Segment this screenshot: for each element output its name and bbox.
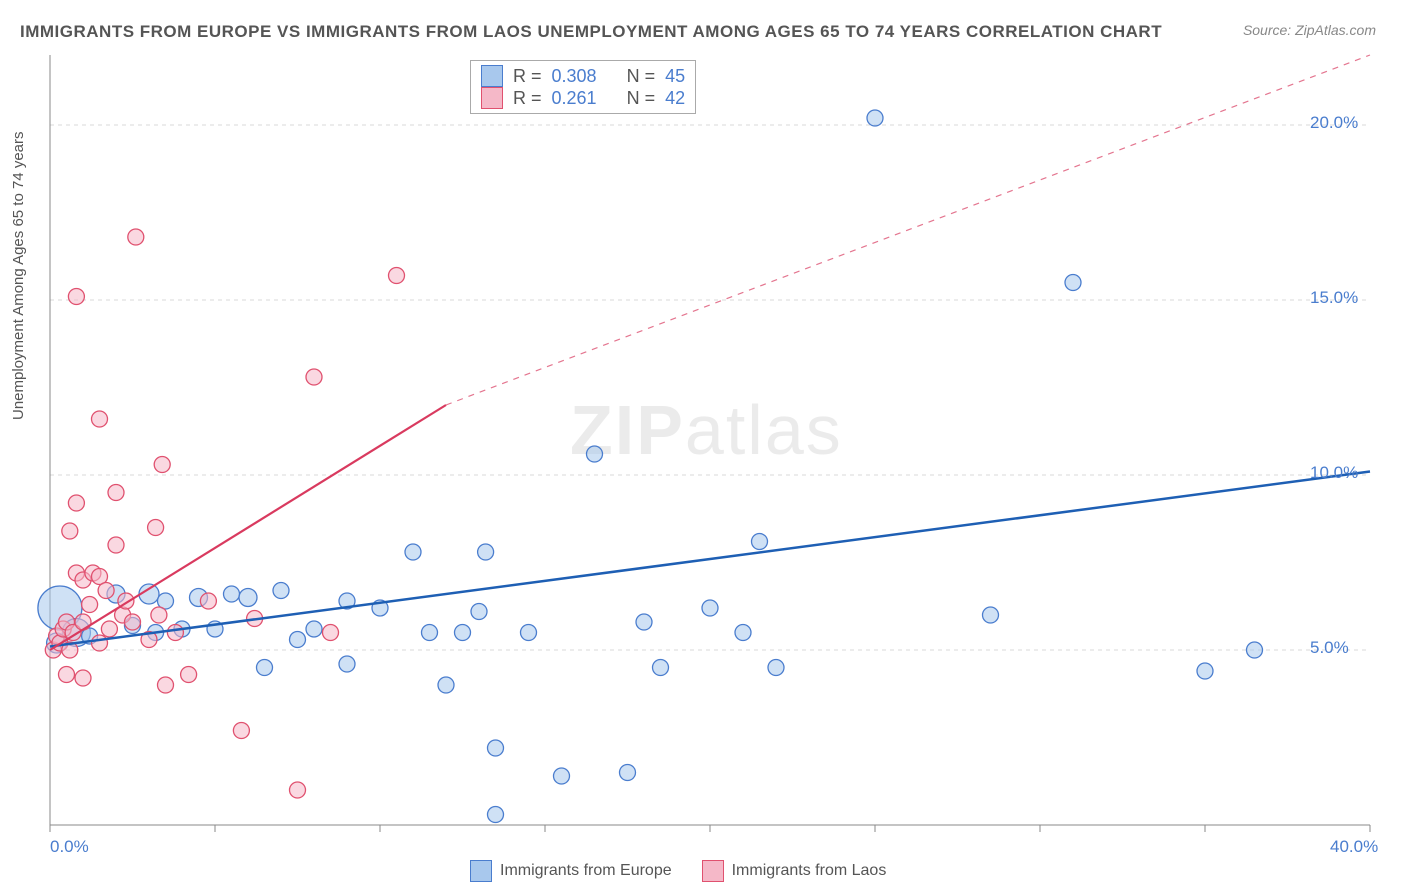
legend-swatch-europe <box>470 860 492 882</box>
scatter-chart <box>0 0 1406 892</box>
n-value-laos: 42 <box>665 88 685 109</box>
r-value-laos: 0.261 <box>552 88 597 109</box>
y-tick-label: 20.0% <box>1310 113 1358 133</box>
x-tick-label: 0.0% <box>50 837 89 857</box>
legend-bottom: Immigrants from Europe Immigrants from L… <box>470 860 886 882</box>
swatch-europe <box>481 65 503 87</box>
legend-item-laos: Immigrants from Laos <box>702 860 887 882</box>
n-value-europe: 45 <box>665 66 685 87</box>
y-tick-label: 10.0% <box>1310 463 1358 483</box>
stats-legend-box: R = 0.308 N = 45 R = 0.261 N = 42 <box>470 60 696 114</box>
r-label: R = <box>513 66 542 87</box>
r-label: R = <box>513 88 542 109</box>
n-label: N = <box>627 88 656 109</box>
y-tick-label: 15.0% <box>1310 288 1358 308</box>
legend-label-europe: Immigrants from Europe <box>500 862 672 880</box>
legend-swatch-laos <box>702 860 724 882</box>
swatch-laos <box>481 87 503 109</box>
legend-item-europe: Immigrants from Europe <box>470 860 672 882</box>
y-tick-label: 5.0% <box>1310 638 1349 658</box>
r-value-europe: 0.308 <box>552 66 597 87</box>
n-label: N = <box>627 66 656 87</box>
legend-label-laos: Immigrants from Laos <box>732 862 887 880</box>
stats-row-europe: R = 0.308 N = 45 <box>481 65 685 87</box>
x-tick-label: 40.0% <box>1330 837 1378 857</box>
stats-row-laos: R = 0.261 N = 42 <box>481 87 685 109</box>
